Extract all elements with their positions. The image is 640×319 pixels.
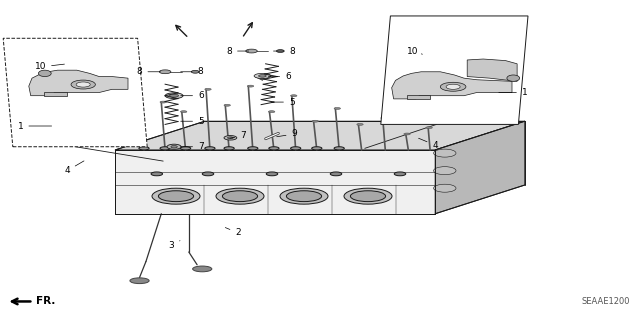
Circle shape [38, 70, 51, 77]
Ellipse shape [248, 85, 253, 87]
Ellipse shape [193, 266, 212, 272]
Polygon shape [381, 16, 528, 124]
Ellipse shape [130, 278, 149, 284]
Text: 1: 1 [499, 88, 527, 97]
Ellipse shape [276, 50, 284, 53]
Text: 2: 2 [225, 227, 241, 237]
Polygon shape [255, 77, 266, 80]
Polygon shape [115, 150, 435, 214]
Ellipse shape [165, 93, 183, 99]
Ellipse shape [330, 172, 342, 176]
Ellipse shape [167, 144, 181, 149]
Ellipse shape [202, 172, 214, 176]
Ellipse shape [228, 137, 233, 139]
Text: 8: 8 [180, 67, 203, 76]
Ellipse shape [224, 147, 234, 150]
Ellipse shape [170, 94, 179, 97]
Ellipse shape [434, 184, 456, 192]
Ellipse shape [171, 145, 177, 148]
Ellipse shape [139, 117, 145, 119]
Ellipse shape [312, 147, 322, 150]
Ellipse shape [160, 101, 166, 103]
Ellipse shape [191, 70, 199, 73]
Ellipse shape [259, 75, 266, 77]
Text: 7: 7 [180, 142, 204, 151]
Text: 6: 6 [180, 91, 204, 100]
Ellipse shape [216, 188, 264, 204]
Text: 1: 1 [18, 122, 52, 130]
Polygon shape [3, 38, 147, 147]
Ellipse shape [291, 95, 297, 97]
Ellipse shape [160, 147, 170, 150]
Text: 10: 10 [35, 63, 65, 71]
Ellipse shape [159, 191, 193, 202]
Polygon shape [467, 59, 517, 81]
Ellipse shape [224, 104, 230, 106]
Ellipse shape [381, 117, 387, 119]
Ellipse shape [139, 147, 149, 150]
Ellipse shape [446, 84, 460, 89]
Polygon shape [407, 95, 430, 99]
Ellipse shape [151, 172, 163, 176]
Ellipse shape [344, 188, 392, 204]
Ellipse shape [71, 80, 95, 89]
Ellipse shape [159, 70, 171, 74]
Circle shape [507, 75, 520, 81]
Text: FR.: FR. [36, 296, 56, 307]
Ellipse shape [334, 147, 344, 150]
Ellipse shape [287, 191, 322, 202]
Ellipse shape [205, 147, 215, 150]
Polygon shape [435, 121, 525, 214]
Text: 7: 7 [230, 131, 246, 140]
Text: 6: 6 [268, 72, 291, 81]
Ellipse shape [180, 111, 187, 113]
Text: 8: 8 [273, 47, 295, 56]
Text: 5: 5 [271, 98, 294, 107]
Ellipse shape [434, 167, 456, 175]
Ellipse shape [248, 147, 258, 150]
Text: 4: 4 [419, 138, 438, 150]
Ellipse shape [152, 188, 200, 204]
Text: 9: 9 [276, 130, 297, 138]
Ellipse shape [246, 49, 257, 53]
Ellipse shape [76, 82, 90, 87]
Text: 8: 8 [227, 47, 249, 56]
Polygon shape [392, 72, 512, 99]
Ellipse shape [394, 172, 406, 176]
Text: 8: 8 [137, 67, 161, 76]
Ellipse shape [434, 149, 456, 157]
Ellipse shape [291, 147, 301, 150]
Ellipse shape [205, 88, 211, 90]
Ellipse shape [357, 123, 364, 125]
Ellipse shape [224, 136, 237, 140]
Polygon shape [44, 92, 67, 96]
Text: 3: 3 [169, 241, 180, 250]
Ellipse shape [266, 172, 278, 176]
Text: 4: 4 [65, 161, 84, 175]
Ellipse shape [312, 120, 319, 122]
Ellipse shape [223, 191, 258, 202]
Text: 5: 5 [180, 117, 204, 126]
Ellipse shape [180, 147, 191, 150]
Text: 10: 10 [407, 47, 422, 56]
Ellipse shape [351, 191, 385, 202]
Ellipse shape [440, 82, 466, 91]
Ellipse shape [254, 73, 271, 78]
Text: SEAAE1200: SEAAE1200 [582, 297, 630, 306]
Ellipse shape [426, 127, 433, 129]
Ellipse shape [269, 111, 275, 113]
Ellipse shape [269, 147, 279, 150]
Ellipse shape [334, 108, 340, 109]
Ellipse shape [404, 133, 410, 135]
Ellipse shape [280, 188, 328, 204]
Polygon shape [29, 70, 128, 96]
Polygon shape [115, 121, 525, 150]
